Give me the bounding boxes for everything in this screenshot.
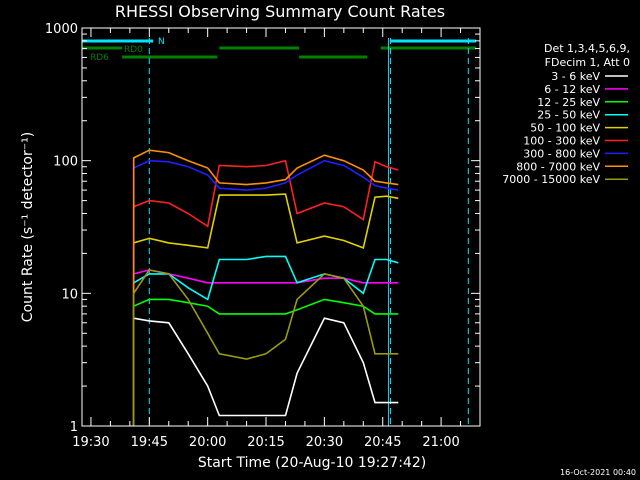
legend-entry-label: 6 - 12 keV bbox=[544, 83, 600, 96]
legend-entry-label: 100 - 300 keV bbox=[523, 135, 600, 148]
flag-label: RD0 bbox=[124, 45, 143, 55]
x-tick-label: 20:30 bbox=[306, 435, 343, 450]
chart-title: RHESSI Observing Summary Count Rates bbox=[115, 2, 445, 21]
series-line bbox=[132, 159, 399, 426]
y-axis: 1 10 100 1000 bbox=[45, 22, 480, 435]
legend-entry-label: 50 - 100 keV bbox=[530, 122, 600, 135]
y-tick-label: 1 bbox=[70, 420, 78, 435]
series-line bbox=[132, 193, 399, 426]
legend-entry-label: 300 - 800 keV bbox=[523, 147, 600, 160]
y-axis-label: Count Rate (s⁻¹ detector⁻¹) bbox=[20, 132, 36, 322]
legend-header: Det 1,3,4,5,6,9, bbox=[544, 42, 630, 55]
series-line bbox=[132, 159, 399, 426]
series-line bbox=[132, 255, 399, 426]
legend-entry-label: 3 - 6 keV bbox=[551, 70, 600, 83]
x-axis-label: Start Time (20-Aug-10 19:27:42) bbox=[198, 455, 426, 471]
y-tick-label: 100 bbox=[53, 155, 78, 170]
series-line bbox=[132, 149, 399, 426]
series-line bbox=[132, 269, 399, 426]
y-tick-label: 1000 bbox=[45, 22, 78, 37]
plot-frame bbox=[81, 27, 481, 427]
legend-entry-label: 25 - 50 keV bbox=[537, 109, 600, 122]
series-line bbox=[132, 317, 399, 426]
x-tick-label: 20:15 bbox=[247, 435, 284, 450]
x-axis: 19:30 19:45 20:00 20:15 20:30 20:45 21:00 bbox=[72, 28, 481, 450]
x-tick-label: 20:00 bbox=[189, 435, 226, 450]
flag-label: N bbox=[158, 37, 165, 47]
flag-label: RD6 bbox=[90, 53, 109, 63]
x-tick-label: 19:30 bbox=[72, 435, 109, 450]
legend: Det 1,3,4,5,6,9,FDecim 1, Att 03 - 6 keV… bbox=[502, 42, 630, 186]
legend-entry-label: 12 - 25 keV bbox=[537, 96, 600, 109]
x-tick-label: 20:45 bbox=[364, 435, 401, 450]
flag-bars: N RD0 RD6 bbox=[82, 37, 477, 63]
footer-timestamp: 16-Oct-2021 00:40 bbox=[560, 468, 636, 477]
x-tick-label: 21:00 bbox=[422, 435, 459, 450]
legend-entry-label: 7000 - 15000 keV bbox=[502, 173, 600, 186]
y-tick-label: 10 bbox=[61, 287, 78, 302]
legend-header: FDecim 1, Att 0 bbox=[545, 56, 630, 69]
legend-entry-label: 800 - 7000 keV bbox=[516, 160, 600, 173]
series-lines bbox=[132, 149, 399, 426]
series-line bbox=[132, 298, 399, 426]
x-tick-label: 19:45 bbox=[131, 435, 168, 450]
